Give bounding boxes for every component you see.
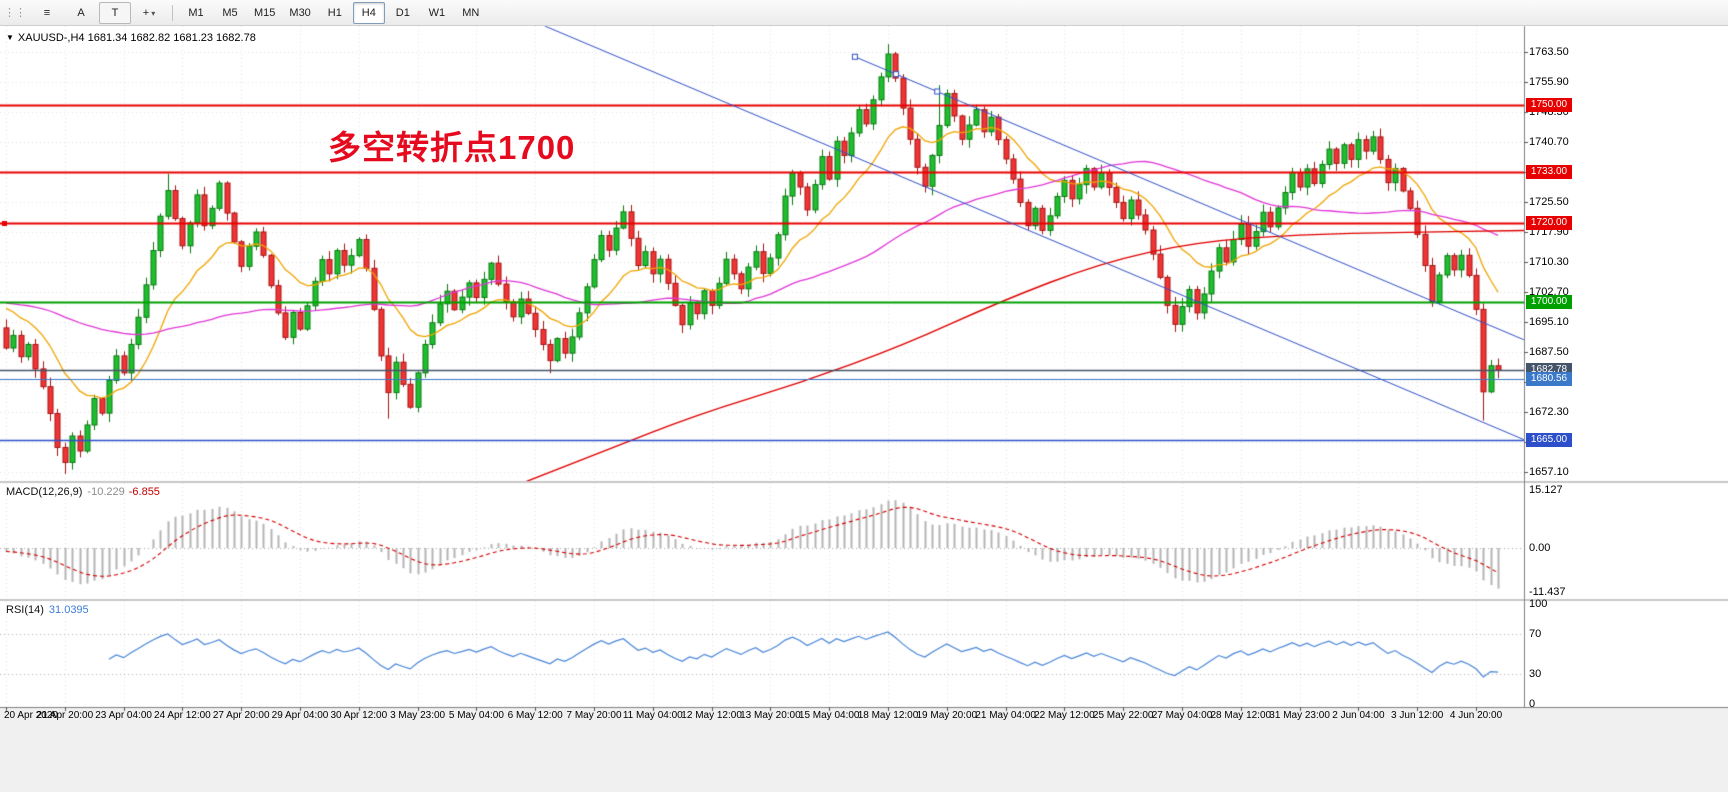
macd-scale-label: 15.127 [1529,483,1563,496]
macd-scale-label: -11.437 [1529,585,1566,598]
macd-scale-label: 0.00 [1529,542,1551,554]
macd-indicator-label: MACD(12,26,9) -10.229 -6.855 [6,486,160,498]
time-axis-label: 29 Apr 04:00 [271,710,329,721]
price-scale-label: 1702.70 [1529,285,1569,298]
time-axis-label: 2 Jun 04:00 [1332,710,1385,721]
price-badge-1700.00: 1700.00 [1526,295,1572,310]
time-axis-label: 24 Apr 12:00 [154,710,211,721]
toolbar-separator [172,4,173,21]
time-axis-label: 19 May 20:00 [916,710,978,721]
price-badge-1720.00: 1720.00 [1526,216,1572,231]
price-badge-1750.00: 1750.00 [1526,97,1572,112]
ohlc-readout: XAUUSD-,H4 1681.34 1682.82 1681.23 1682.… [17,32,256,44]
time-axis-label: 22 May 12:00 [1034,710,1095,721]
symbol-info: ▼ XAUUSD-,H4 1681.34 1682.82 1681.23 1682… [6,32,256,44]
price-scale-label: 1755.90 [1529,75,1569,88]
timeframe-button-H4[interactable]: H4 [352,1,385,24]
time-axis-label: 30 Apr 12:00 [330,710,388,721]
time-axis-label: 13 May 20:00 [740,710,801,721]
price-badge-1665.00: 1665.00 [1526,433,1572,448]
time-axis-label: 6 May 12:00 [507,710,563,721]
rsi-scale-label: 0 [1529,698,1536,710]
price-scale-label: 1763.50 [1529,45,1569,58]
time-axis-label: 11 May 04:00 [622,710,683,721]
timeframe-button-M5[interactable]: M5 [222,6,238,19]
rsi-value: 31.0395 [48,604,89,616]
rsi-scale-label: 30 [1529,668,1542,680]
timeframe-button-M1[interactable]: M1 [188,6,204,19]
price-badge-1733.00: 1733.00 [1526,165,1572,179]
timeframe-button-D1[interactable]: D1 [395,6,410,19]
timeframe-button-MN[interactable]: MN [462,6,480,19]
macd-signal-value: -6.855 [128,486,160,498]
price-scale-label: 1695.10 [1529,315,1569,328]
macd-title: MACD(12,26,9) [6,486,83,498]
time-axis-label: 27 Apr 20:00 [212,710,270,721]
time-axis-label: 25 May 22:00 [1092,710,1154,721]
price-scale-label: 1687.50 [1529,345,1569,358]
main-toolbar: ⋮⋮ ≡ A T + ▾ M1 M5 M15 M30 H1 H4 D1 W1 MN [0,0,1728,26]
price-scale-label: 1740.70 [1529,135,1569,148]
time-axis-label: 7 May 20:00 [566,710,622,721]
time-axis-label: 4 Jun 20:00 [1449,710,1503,721]
dropdown-caret-icon: ▾ [151,8,156,18]
time-axis-label: 5 May 04:00 [448,710,504,721]
rsi-indicator-label: RSI(14) 31.0395 [6,604,89,616]
price-scale-label: 1725.50 [1529,195,1569,208]
price-scale-label: 1710.30 [1529,255,1569,268]
timeframe-button-H1[interactable]: H1 [327,6,342,19]
time-axis-label: 21 May 04:00 [975,710,1036,721]
toolbar-grip-icon: ⋮⋮ [4,7,26,19]
price-scale-label: 1657.10 [1529,465,1569,478]
rsi-scale-label: 100 [1529,598,1548,610]
chevron-down-icon[interactable]: ▼ [6,33,14,42]
time-axis-label: 28 May 12:00 [1210,710,1272,721]
timeframe-button-W1[interactable]: W1 [428,6,446,19]
rsi-scale-label: 70 [1529,628,1542,640]
crosshair-tool-button[interactable]: + ▾ [142,6,156,19]
time-axis-label: 31 May 23:00 [1269,710,1330,721]
rsi-title: RSI(14) [6,604,44,616]
time-axis-label: 18 May 12:00 [857,710,919,721]
price-scale-label: 1672.30 [1529,405,1569,418]
toolbar-tools: ≡ A T + ▾ [30,1,166,24]
time-axis-label: 23 Apr 04:00 [95,710,152,721]
time-axis-label: 15 May 04:00 [798,710,860,721]
price-badge-1680.56: 1680.56 [1526,371,1572,386]
timeframe-button-M30[interactable]: M30 [289,6,311,19]
text-tool-button[interactable]: T [99,1,131,24]
time-axis-label: 12 May 12:00 [681,710,742,721]
cursor-tool-button[interactable]: A [77,6,85,19]
time-axis-label: 21 Apr 20:00 [36,710,94,721]
time-axis-label: 3 May 23:00 [390,710,446,721]
macd-main-value: -10.229 [87,486,125,498]
time-axis-label: 3 Jun 12:00 [1391,710,1444,721]
timeframe-buttons: M1 M5 M15 M30 H1 H4 D1 W1 MN [179,1,488,24]
charts-list-icon[interactable]: ≡ [43,6,51,19]
chart-annotation-text[interactable]: 多空转折点1700 [328,129,576,166]
time-axis-label: 27 May 04:00 [1151,710,1213,721]
timeframe-button-M15[interactable]: M15 [254,6,276,19]
time-axis-label: 20 Apr 2020 [4,710,58,721]
